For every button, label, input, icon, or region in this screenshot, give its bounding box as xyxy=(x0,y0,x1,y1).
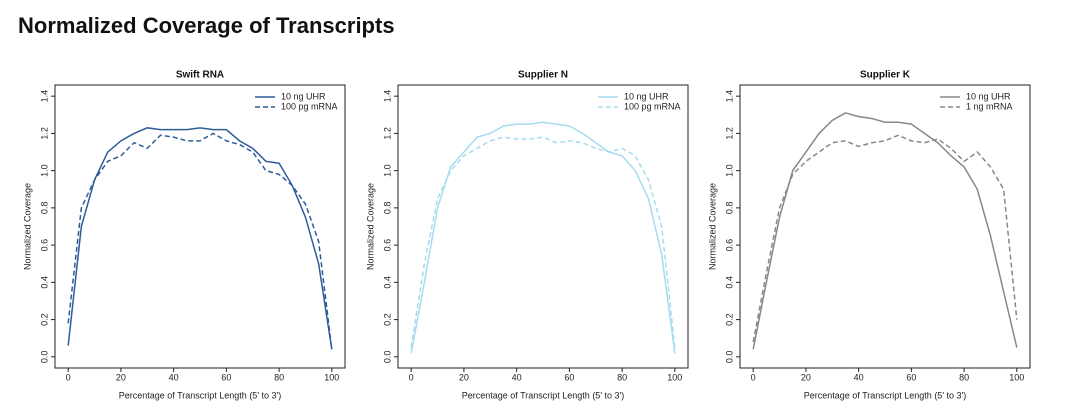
x-tick-label: 40 xyxy=(169,372,179,382)
y-tick-label: 1.4 xyxy=(724,90,734,103)
y-tick-label: 0.0 xyxy=(39,351,49,364)
series-line xyxy=(67,127,333,350)
x-tick-label: 80 xyxy=(274,372,284,382)
legend-label: 100 pg mRNA xyxy=(281,101,338,111)
y-tick-label: 0.8 xyxy=(39,202,49,215)
y-tick-label: 1.0 xyxy=(39,164,49,177)
legend-label: 1 ng mRNA xyxy=(966,101,1013,111)
y-tick-label: 0.6 xyxy=(39,239,49,252)
x-axis-label: Percentage of Transcript Length (5' to 3… xyxy=(119,390,282,400)
x-axis-label: Percentage of Transcript Length (5' to 3… xyxy=(804,390,967,400)
y-tick-label: 1.2 xyxy=(39,127,49,140)
series-line xyxy=(410,136,676,348)
plot-frame xyxy=(397,84,689,369)
legend-label: 10 ng UHR xyxy=(624,91,669,101)
y-tick-label: 0.6 xyxy=(724,239,734,252)
series-line xyxy=(410,121,676,354)
y-tick-label: 0.2 xyxy=(39,313,49,326)
y-tick-label: 0.4 xyxy=(39,276,49,289)
y-tick-label: 0.0 xyxy=(724,351,734,364)
series-line xyxy=(67,132,333,350)
x-tick-label: 0 xyxy=(409,372,414,382)
x-tick-label: 60 xyxy=(564,372,574,382)
panel-title: Swift RNA xyxy=(176,70,224,81)
x-tick-label: 100 xyxy=(1009,372,1024,382)
x-tick-label: 0 xyxy=(66,372,71,382)
y-tick-label: 1.2 xyxy=(724,127,734,140)
x-tick-label: 100 xyxy=(667,372,682,382)
y-tick-label: 0.2 xyxy=(382,313,392,326)
series-line xyxy=(752,134,1018,343)
x-axis-label: Percentage of Transcript Length (5' to 3… xyxy=(462,390,625,400)
y-tick-label: 0.4 xyxy=(724,276,734,289)
plot-frame xyxy=(54,84,346,369)
y-tick-label: 1.0 xyxy=(724,164,734,177)
page-title: Normalized Coverage of Transcripts xyxy=(18,13,395,38)
x-tick-label: 80 xyxy=(959,372,969,382)
x-tick-label: 0 xyxy=(751,372,756,382)
y-axis-label: Normalized Coverage xyxy=(365,183,375,270)
y-axis-label: Normalized Coverage xyxy=(707,183,717,270)
y-tick-label: 0.0 xyxy=(382,351,392,364)
x-tick-label: 60 xyxy=(906,372,916,382)
panel-title: Supplier N xyxy=(518,70,568,81)
x-tick-label: 60 xyxy=(221,372,231,382)
y-tick-label: 1.0 xyxy=(382,164,392,177)
plot-frame xyxy=(739,84,1031,369)
legend-label: 10 ng UHR xyxy=(281,91,326,101)
y-tick-label: 0.4 xyxy=(382,276,392,289)
x-tick-label: 40 xyxy=(854,372,864,382)
y-tick-label: 0.6 xyxy=(382,239,392,252)
y-tick-label: 1.4 xyxy=(382,90,392,103)
x-tick-label: 80 xyxy=(617,372,627,382)
x-tick-label: 100 xyxy=(324,372,339,382)
x-tick-label: 20 xyxy=(801,372,811,382)
y-tick-label: 1.4 xyxy=(39,90,49,103)
y-axis-label: Normalized Coverage xyxy=(22,183,32,270)
series-line xyxy=(752,112,1018,350)
y-tick-label: 1.2 xyxy=(382,127,392,140)
y-tick-label: 0.2 xyxy=(724,313,734,326)
y-tick-label: 0.8 xyxy=(724,202,734,215)
legend-label: 10 ng UHR xyxy=(966,91,1011,101)
y-tick-label: 0.8 xyxy=(382,202,392,215)
x-tick-label: 20 xyxy=(459,372,469,382)
x-tick-label: 40 xyxy=(512,372,522,382)
x-tick-label: 20 xyxy=(116,372,126,382)
legend-label: 100 pg mRNA xyxy=(624,101,681,111)
panel-title: Supplier K xyxy=(860,70,911,81)
